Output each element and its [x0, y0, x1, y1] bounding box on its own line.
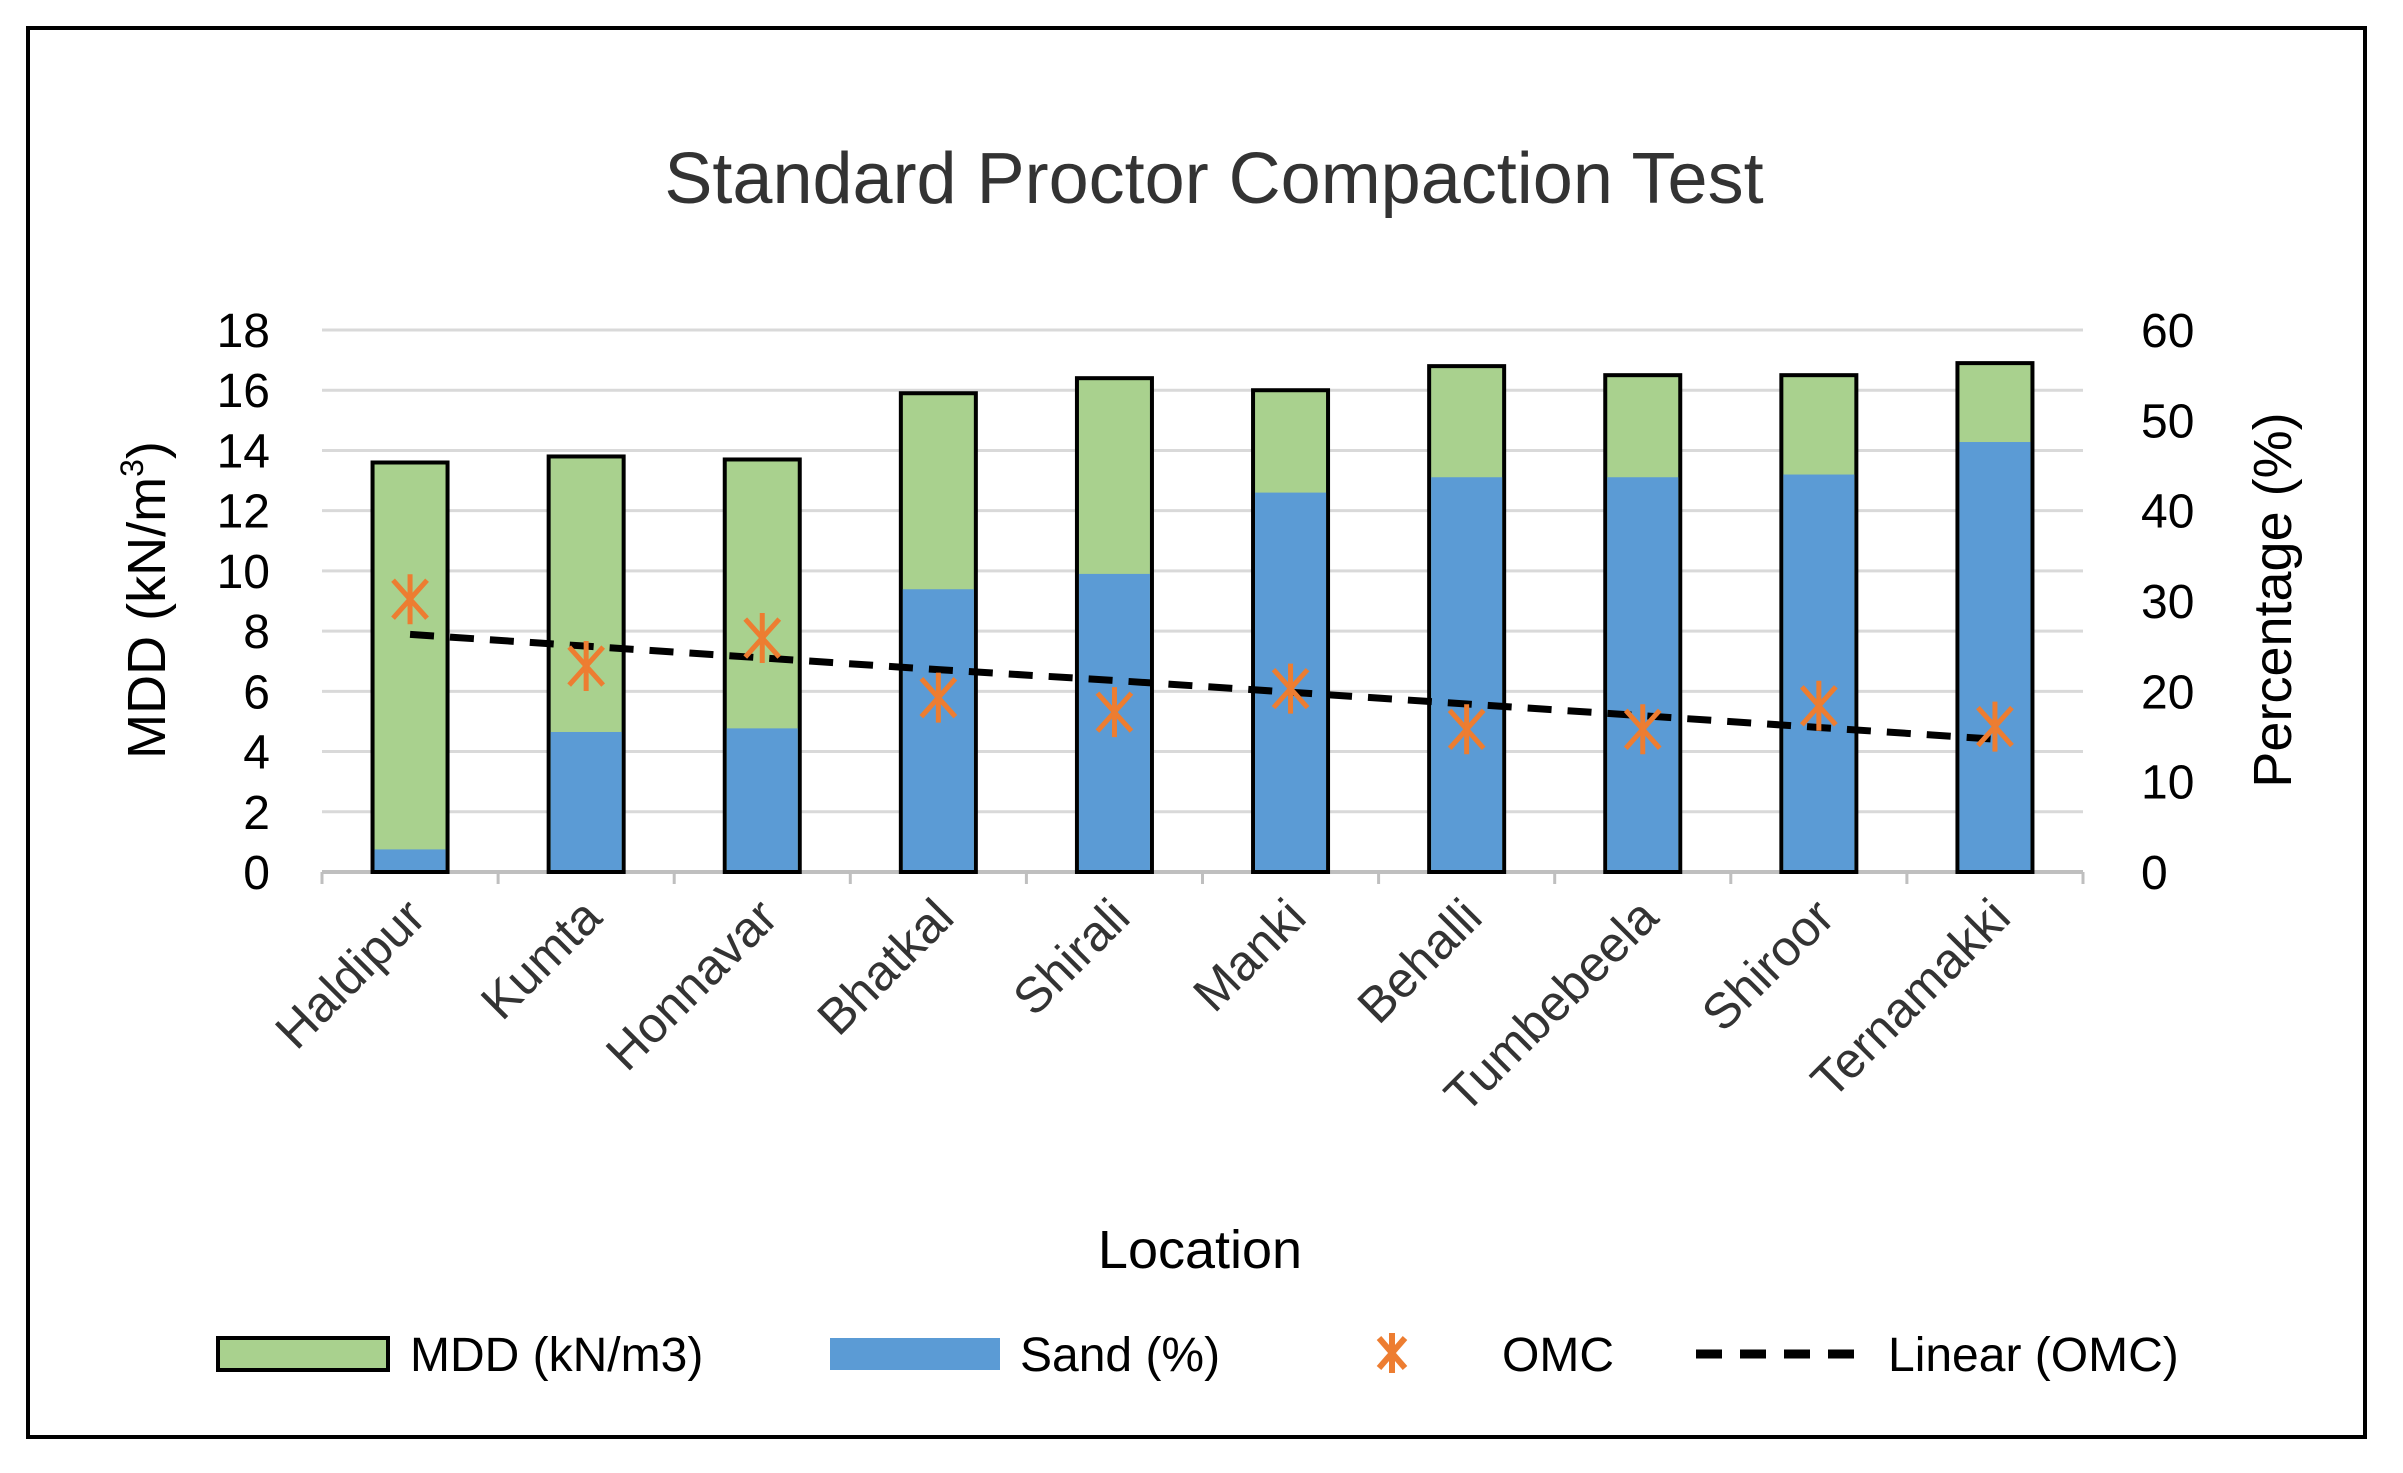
trendline-path — [409, 630, 1996, 743]
x-category-label: Manki — [1182, 888, 1316, 1022]
sand-bar — [1607, 477, 1679, 870]
x-category-label: Bhatkal — [807, 888, 965, 1046]
omc-point — [1095, 687, 1134, 738]
chart-title: Standard Proctor Compaction Test — [664, 139, 1763, 219]
left-tick-label: 4 — [243, 727, 270, 780]
legend-label-trend: Linear (OMC) — [1888, 1329, 2179, 1382]
x-axis-label: Location — [1098, 1220, 1302, 1280]
left-tick-label: 8 — [243, 606, 270, 659]
legend-label-omc: OMC — [1502, 1329, 1614, 1382]
omc-point — [919, 672, 958, 723]
x-category-label: Behalli — [1347, 888, 1493, 1034]
omc-point — [391, 574, 429, 625]
omc-point — [1799, 680, 1838, 731]
left-tick-label: 2 — [243, 787, 270, 840]
x-category-label: Honnavar — [595, 888, 788, 1081]
omc-trendline — [409, 630, 1996, 743]
omc-point — [1976, 701, 2014, 752]
left-tick-label: 16 — [217, 365, 270, 418]
omc-point — [1447, 704, 1486, 755]
legend-label-mdd: MDD (kN/m3) — [410, 1329, 703, 1382]
mdd-bar — [370, 460, 450, 874]
x-category-label: Kumta — [470, 888, 612, 1030]
legend-swatch-mdd — [216, 1336, 390, 1372]
legend-label-sand: Sand (%) — [1020, 1329, 1220, 1382]
x-category-label: Haldipur — [265, 888, 436, 1059]
left-tick-label: 12 — [217, 486, 270, 539]
sand-bar — [726, 728, 798, 870]
legend: MDD (kN/m3) Sand (%) OMC Linear (OMC) — [216, 1329, 2179, 1382]
legend-marker-omc — [1376, 1333, 1408, 1373]
left-axis-ticks: 0 2 4 6 8 10 12 14 16 18 — [217, 305, 270, 900]
x-category-label: Shirali — [1002, 888, 1140, 1026]
sand-bar — [1783, 474, 1855, 870]
left-tick-label: 14 — [217, 425, 270, 478]
sand-bar — [1959, 442, 2031, 870]
sand-bar — [374, 849, 446, 870]
omc-point — [743, 613, 782, 664]
omc-point — [1271, 663, 1310, 714]
legend-swatch-sand — [830, 1338, 1000, 1370]
right-tick-label: 0 — [2141, 847, 2168, 900]
left-tick-label: 18 — [217, 305, 270, 358]
right-tick-label: 50 — [2141, 395, 2194, 448]
right-tick-label: 30 — [2141, 576, 2194, 629]
omc-point — [1623, 704, 1662, 755]
right-tick-label: 20 — [2141, 666, 2194, 719]
left-tick-label: 0 — [243, 847, 270, 900]
omc-point — [567, 641, 606, 692]
right-tick-label: 10 — [2141, 757, 2194, 810]
y-axis-left-label: MDD (kN/m3) — [114, 441, 177, 759]
right-tick-label: 60 — [2141, 305, 2194, 358]
right-axis-ticks: 0 10 20 30 40 50 60 — [2141, 305, 2194, 900]
sand-bar — [1431, 477, 1503, 870]
omc-markers — [391, 574, 2014, 755]
sand-bars — [374, 442, 2031, 870]
sand-bar — [550, 731, 622, 870]
right-tick-label: 40 — [2141, 486, 2194, 539]
x-category-label: Shiroor — [1691, 888, 1845, 1042]
y-axis-right-label: Percentage (%) — [2243, 412, 2303, 787]
sand-bar — [902, 589, 974, 870]
left-tick-label: 6 — [243, 666, 270, 719]
left-tick-label: 10 — [217, 546, 270, 599]
